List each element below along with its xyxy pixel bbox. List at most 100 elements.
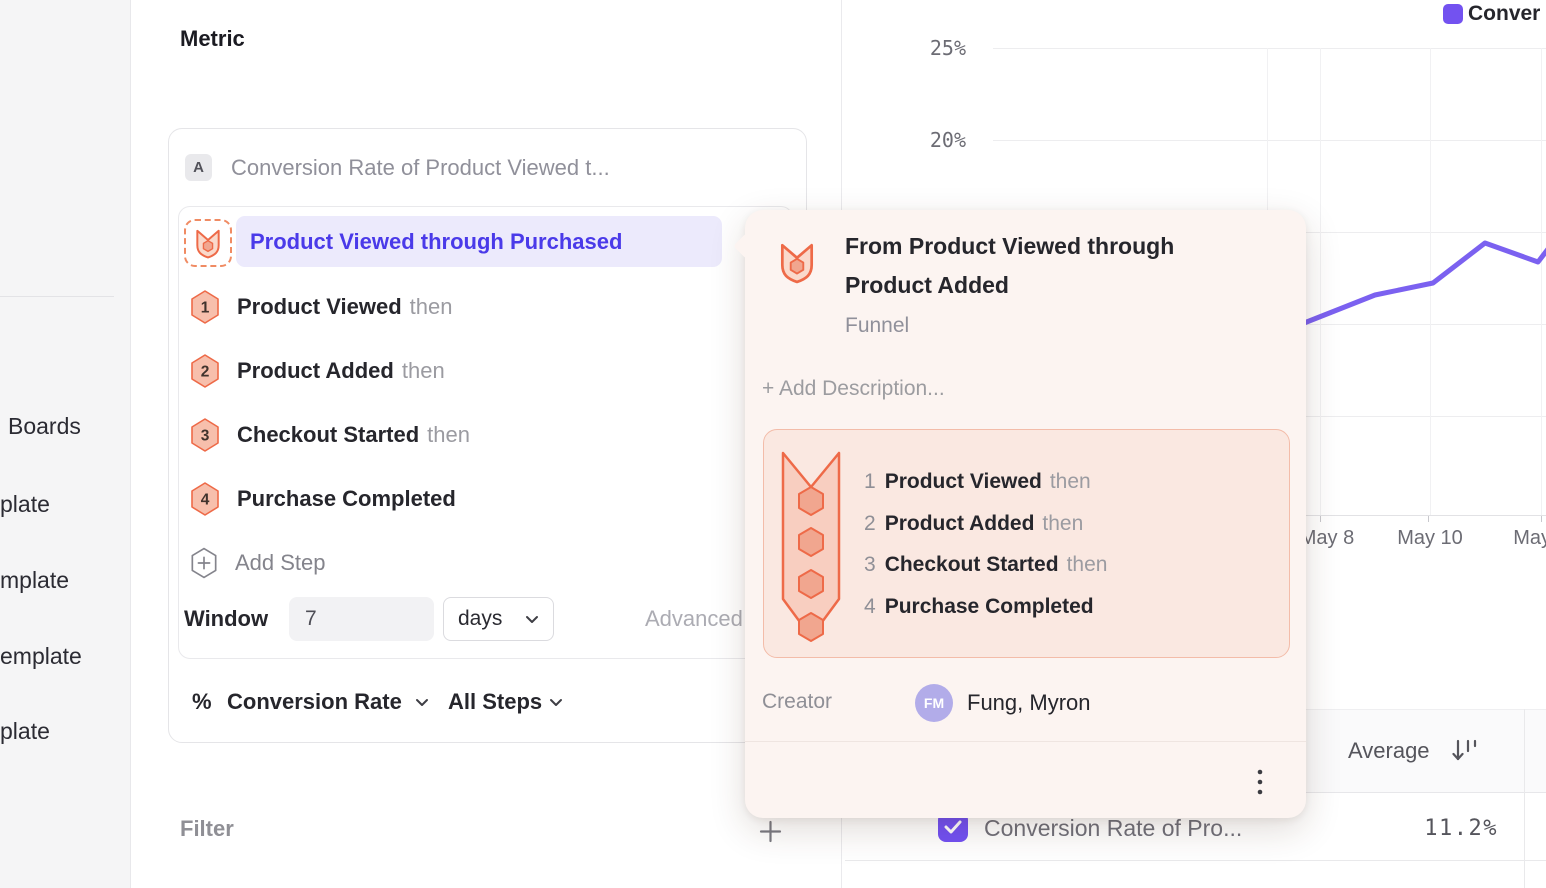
sidebar-item-template-4[interactable]: plate xyxy=(0,718,50,744)
x-tick-may10: May 10 xyxy=(1397,527,1463,549)
window-value-input[interactable]: 7 xyxy=(289,597,434,641)
funnel-step-row-3[interactable]: 3 Checkout Started then xyxy=(184,409,744,461)
popover-step-1-connector: then xyxy=(1049,470,1091,493)
funnel-metric-icon-button[interactable] xyxy=(184,219,232,267)
funnel-step-row-1[interactable]: 1 Product Viewed then xyxy=(184,281,744,333)
sort-descending-icon[interactable] xyxy=(1452,738,1480,764)
check-icon xyxy=(944,820,962,834)
series-title[interactable]: Conversion Rate of Product Viewed t... xyxy=(231,155,610,180)
step-3-hexagon-badge: 3 xyxy=(191,418,219,452)
vertical-gridline xyxy=(1541,48,1542,515)
step-3-connector: then xyxy=(427,422,470,447)
window-value: 7 xyxy=(305,607,317,630)
step-2-label: Product Added xyxy=(237,358,394,383)
popover-step-4-label: Purchase Completed xyxy=(884,595,1094,618)
filter-section-heading: Filter xyxy=(180,816,234,841)
window-unit-select[interactable]: days xyxy=(443,597,554,641)
sidebar-divider xyxy=(0,296,114,297)
x-axis-tick xyxy=(1320,516,1321,522)
window-unit-value: days xyxy=(458,607,503,630)
step-4-label: Purchase Completed xyxy=(237,486,456,511)
vertical-gridline xyxy=(1430,48,1431,515)
funnel-icon xyxy=(196,229,220,259)
funnel-icon xyxy=(780,243,814,284)
step-4-number: 4 xyxy=(201,492,210,509)
step-3-number: 3 xyxy=(201,428,210,445)
popover-footer-divider xyxy=(745,741,1306,742)
legend-swatch[interactable] xyxy=(1443,4,1463,24)
popover-step-3-label: Checkout Started xyxy=(884,553,1059,576)
popover-step-3-connector: then xyxy=(1066,553,1108,576)
chevron-down-icon[interactable] xyxy=(415,698,429,707)
popover-step-4: 4 Purchase Completed xyxy=(864,592,1102,622)
measure-dropdown[interactable]: Conversion Rate xyxy=(227,689,402,714)
left-sidebar: Boards plate mplate emplate plate xyxy=(0,0,131,888)
popover-title: From Product Viewed through Product Adde… xyxy=(845,233,1175,298)
steps-scope-dropdown[interactable]: All Steps xyxy=(448,689,543,714)
chevron-down-icon[interactable] xyxy=(549,698,563,707)
popover-step-1-label: Product Viewed xyxy=(884,470,1042,493)
step-2-number: 2 xyxy=(201,364,210,381)
gridline-20pct xyxy=(993,140,1546,141)
table-row-divider xyxy=(845,860,1546,861)
popover-step-2-label: Product Added xyxy=(884,512,1035,535)
gridline-25pct xyxy=(993,48,1546,49)
vertical-gridline xyxy=(1320,48,1321,515)
add-filter-button[interactable] xyxy=(759,820,782,843)
advanced-link[interactable]: Advanced xyxy=(645,606,743,631)
kebab-menu-button[interactable] xyxy=(1245,760,1275,806)
step-1-connector: then xyxy=(409,294,453,319)
popover-step-2-connector: then xyxy=(1042,512,1084,535)
step-4-hexagon-badge: 4 xyxy=(191,482,219,516)
add-step-label: Add Step xyxy=(235,550,326,575)
popover-step-1: 1 Product Viewed then xyxy=(864,467,1091,497)
add-description-link[interactable]: + Add Description... xyxy=(762,377,945,400)
table-row-average-value: 11.2% xyxy=(1424,816,1498,841)
chevron-down-icon xyxy=(526,615,538,623)
creator-avatar: FM xyxy=(915,684,953,722)
window-label: Window xyxy=(184,606,269,631)
x-axis-tick xyxy=(1541,516,1542,522)
legend-label[interactable]: Conver xyxy=(1468,2,1541,25)
funnel-details-popover: From Product Viewed through Product Adde… xyxy=(745,210,1306,818)
popover-step-4-number: 4 xyxy=(864,595,876,618)
x-tick-may12: May 12 xyxy=(1513,527,1546,549)
sidebar-item-template-2[interactable]: mplate xyxy=(0,567,70,593)
selected-funnel-name-label: Product Viewed through Purchased xyxy=(250,229,623,254)
popover-step-3-number: 3 xyxy=(864,553,876,576)
average-column-header[interactable]: Average xyxy=(1348,738,1430,763)
sidebar-item-template-3[interactable]: emplate xyxy=(0,643,82,669)
sidebar-item-template-1[interactable]: plate xyxy=(0,491,50,517)
sidebar-item-boards[interactable]: Boards xyxy=(8,413,81,439)
creator-label: Creator xyxy=(762,690,833,713)
series-a-badge[interactable]: A xyxy=(185,154,212,181)
step-2-connector: then xyxy=(401,358,445,383)
popover-step-3: 3 Checkout Started then xyxy=(864,550,1107,580)
popover-metric-type: Funnel xyxy=(845,314,910,337)
y-tick-20: 20% xyxy=(929,128,966,152)
creator-initials: FM xyxy=(923,695,945,711)
x-tick-may8: May 8 xyxy=(1299,527,1355,549)
add-step-hexagon-icon xyxy=(191,547,217,579)
x-axis-tick xyxy=(1428,516,1429,522)
table-column-divider xyxy=(1524,709,1525,888)
funnel-step-row-4[interactable]: 4 Purchase Completed xyxy=(184,473,744,525)
step-3-label: Checkout Started xyxy=(237,422,420,447)
creator-name: Fung, Myron xyxy=(967,690,1091,715)
y-tick-25: 25% xyxy=(929,36,966,60)
step-1-number: 1 xyxy=(201,300,210,317)
step-1-hexagon-badge: 1 xyxy=(191,290,219,324)
table-row-label[interactable]: Conversion Rate of Pro... xyxy=(984,815,1243,841)
add-step-button[interactable]: Add Step xyxy=(184,537,484,589)
funnel-step-row-2[interactable]: 2 Product Added then xyxy=(184,345,744,397)
step-2-hexagon-badge: 2 xyxy=(191,354,219,388)
funnel-steps-summary-box: 1 Product Viewed then 2 Product Added then 3… xyxy=(763,429,1290,658)
measure-symbol: % xyxy=(192,689,212,714)
popover-step-2: 2 Product Added then xyxy=(864,509,1083,539)
funnel-definition-card xyxy=(178,206,793,659)
popover-step-2-number: 2 xyxy=(864,512,876,535)
metric-section-heading: Metric xyxy=(180,26,245,51)
selected-funnel-name[interactable]: Product Viewed through Purchased xyxy=(236,216,722,267)
step-1-label: Product Viewed xyxy=(237,294,402,319)
funnel-banner-icon xyxy=(781,451,841,642)
